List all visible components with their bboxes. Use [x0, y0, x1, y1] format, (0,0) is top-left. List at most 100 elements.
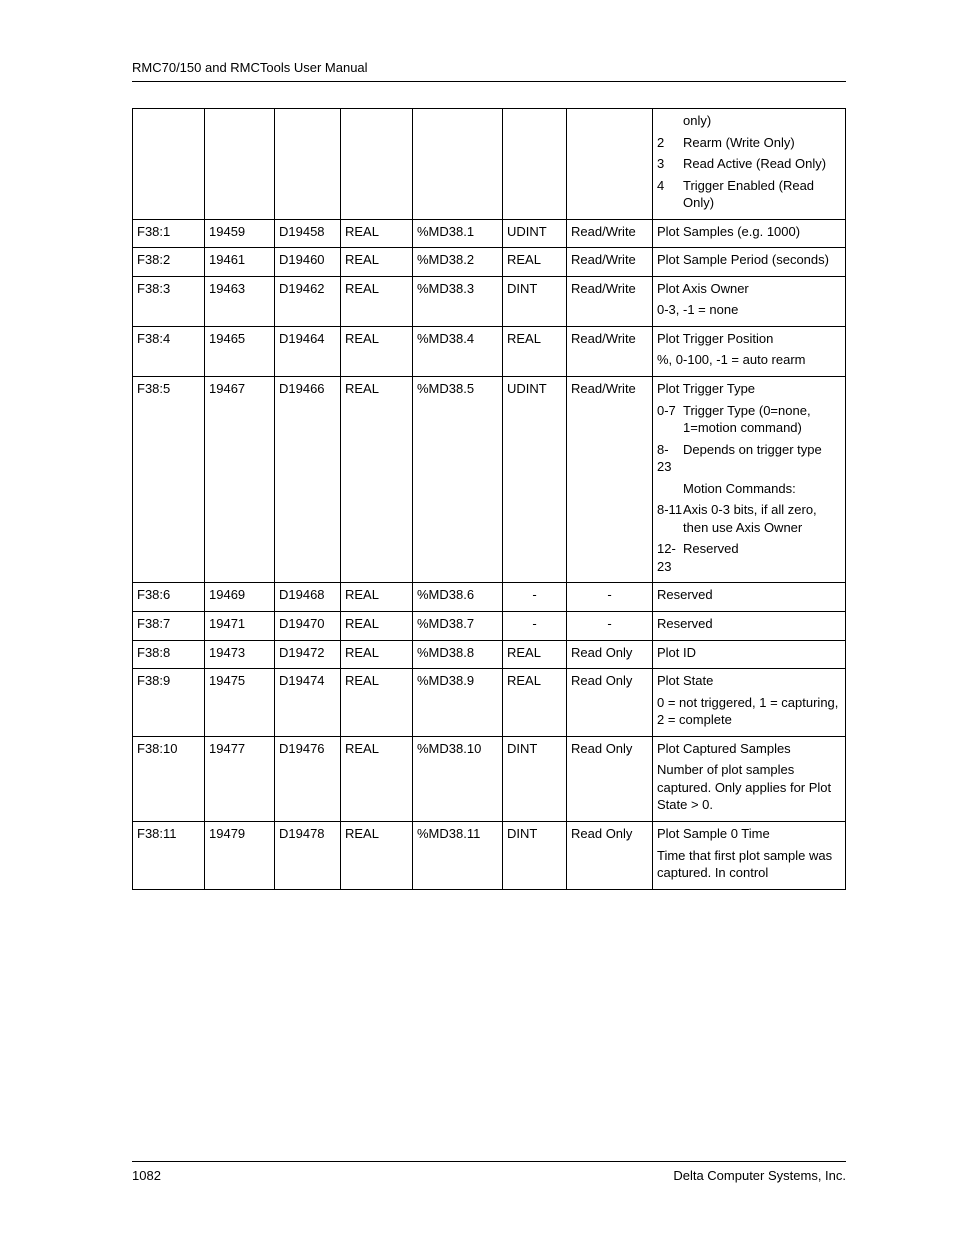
table-cell: %MD38.8	[413, 640, 503, 669]
table-cell	[413, 109, 503, 220]
table-cell: Read Only	[567, 821, 653, 889]
table-cell: 19469	[205, 583, 275, 612]
table-cell: UDINT	[503, 219, 567, 248]
table-cell: REAL	[341, 326, 413, 376]
table-cell: %MD38.4	[413, 326, 503, 376]
table-cell: D19466	[275, 377, 341, 583]
description-cell: Plot Captured SamplesNumber of plot samp…	[653, 736, 846, 821]
table-row: F38:619469D19468REAL%MD38.6--Reserved	[133, 583, 846, 612]
description-cell: Plot Sample Period (seconds)	[653, 248, 846, 277]
description-cell: Plot Axis Owner0-3, -1 = none	[653, 276, 846, 326]
table-cell: F38:10	[133, 736, 205, 821]
table-cell: 19459	[205, 219, 275, 248]
table-cell: F38:3	[133, 276, 205, 326]
table-cell: REAL	[341, 640, 413, 669]
table-cell: Read Only	[567, 669, 653, 737]
table-cell: 19475	[205, 669, 275, 737]
table-row: F38:919475D19474REAL%MD38.9REALRead Only…	[133, 669, 846, 737]
description-cell: Plot Trigger Position%, 0-100, -1 = auto…	[653, 326, 846, 376]
table-cell: F38:9	[133, 669, 205, 737]
table-cell: REAL	[341, 669, 413, 737]
table-row: F38:219461D19460REAL%MD38.2REALRead/Writ…	[133, 248, 846, 277]
table-cell: REAL	[503, 640, 567, 669]
table-cell: 19461	[205, 248, 275, 277]
table-row: F38:1019477D19476REAL%MD38.10DINTRead On…	[133, 736, 846, 821]
table-cell: F38:5	[133, 377, 205, 583]
table-cell: D19478	[275, 821, 341, 889]
table-cell: %MD38.9	[413, 669, 503, 737]
page-header: RMC70/150 and RMCTools User Manual	[132, 60, 846, 82]
table-cell: D19476	[275, 736, 341, 821]
document-page: RMC70/150 and RMCTools User Manual only)…	[0, 0, 954, 1235]
table-cell: %MD38.3	[413, 276, 503, 326]
table-cell: D19458	[275, 219, 341, 248]
description-cell: Plot Samples (e.g. 1000)	[653, 219, 846, 248]
table-cell: F38:6	[133, 583, 205, 612]
table-row: F38:719471D19470REAL%MD38.7--Reserved	[133, 612, 846, 641]
table-row: F38:119459D19458REAL%MD38.1UDINTRead/Wri…	[133, 219, 846, 248]
table-cell: 19467	[205, 377, 275, 583]
table-cell: %MD38.5	[413, 377, 503, 583]
table-cell: %MD38.1	[413, 219, 503, 248]
table-row: F38:519467D19466REAL%MD38.5UDINTRead/Wri…	[133, 377, 846, 583]
table-cell: REAL	[341, 612, 413, 641]
table-cell: D19470	[275, 612, 341, 641]
table-row: only)2Rearm (Write Only)3Read Active (Re…	[133, 109, 846, 220]
table-cell: REAL	[341, 377, 413, 583]
table-cell: 19465	[205, 326, 275, 376]
table-cell: %MD38.2	[413, 248, 503, 277]
page-footer: 1082 Delta Computer Systems, Inc.	[132, 1161, 846, 1183]
table-cell: F38:4	[133, 326, 205, 376]
table-cell: 19473	[205, 640, 275, 669]
table-cell: REAL	[503, 248, 567, 277]
table-cell	[341, 109, 413, 220]
table-cell: F38:7	[133, 612, 205, 641]
table-cell: DINT	[503, 736, 567, 821]
table-cell: REAL	[341, 248, 413, 277]
table-cell: REAL	[503, 669, 567, 737]
table-cell: Read Only	[567, 640, 653, 669]
table-cell: D19468	[275, 583, 341, 612]
description-cell: Plot Trigger Type0-7Trigger Type (0=none…	[653, 377, 846, 583]
table-cell: F38:1	[133, 219, 205, 248]
table-cell: %MD38.10	[413, 736, 503, 821]
table-cell: F38:2	[133, 248, 205, 277]
table-cell: Read/Write	[567, 276, 653, 326]
table-cell: Read Only	[567, 736, 653, 821]
table-cell	[503, 109, 567, 220]
table-cell	[275, 109, 341, 220]
table-cell: 19471	[205, 612, 275, 641]
table-cell: F38:11	[133, 821, 205, 889]
table-cell: -	[503, 612, 567, 641]
description-cell: Reserved	[653, 612, 846, 641]
table-cell: D19474	[275, 669, 341, 737]
table-cell: %MD38.11	[413, 821, 503, 889]
table-cell: -	[567, 612, 653, 641]
table-cell: D19460	[275, 248, 341, 277]
table-cell: D19472	[275, 640, 341, 669]
description-cell: Plot State0 = not triggered, 1 = capturi…	[653, 669, 846, 737]
table-cell: -	[567, 583, 653, 612]
table-cell: REAL	[341, 736, 413, 821]
table-cell: 19477	[205, 736, 275, 821]
table-row: F38:419465D19464REAL%MD38.4REALRead/Writ…	[133, 326, 846, 376]
table-cell	[567, 109, 653, 220]
table-cell	[133, 109, 205, 220]
table-row: F38:819473D19472REAL%MD38.8REALRead Only…	[133, 640, 846, 669]
table-cell: DINT	[503, 276, 567, 326]
page-number: 1082	[132, 1168, 161, 1183]
table-cell: D19464	[275, 326, 341, 376]
table-cell: DINT	[503, 821, 567, 889]
description-cell: Plot Sample 0 TimeTime that first plot s…	[653, 821, 846, 889]
table-cell: REAL	[341, 821, 413, 889]
table-cell: UDINT	[503, 377, 567, 583]
table-cell: REAL	[503, 326, 567, 376]
table-cell: Read/Write	[567, 219, 653, 248]
description-cell: Plot ID	[653, 640, 846, 669]
table-cell: D19462	[275, 276, 341, 326]
table-cell: REAL	[341, 276, 413, 326]
table-cell: REAL	[341, 219, 413, 248]
description-cell: Reserved	[653, 583, 846, 612]
register-table: only)2Rearm (Write Only)3Read Active (Re…	[132, 108, 846, 890]
table-cell: F38:8	[133, 640, 205, 669]
